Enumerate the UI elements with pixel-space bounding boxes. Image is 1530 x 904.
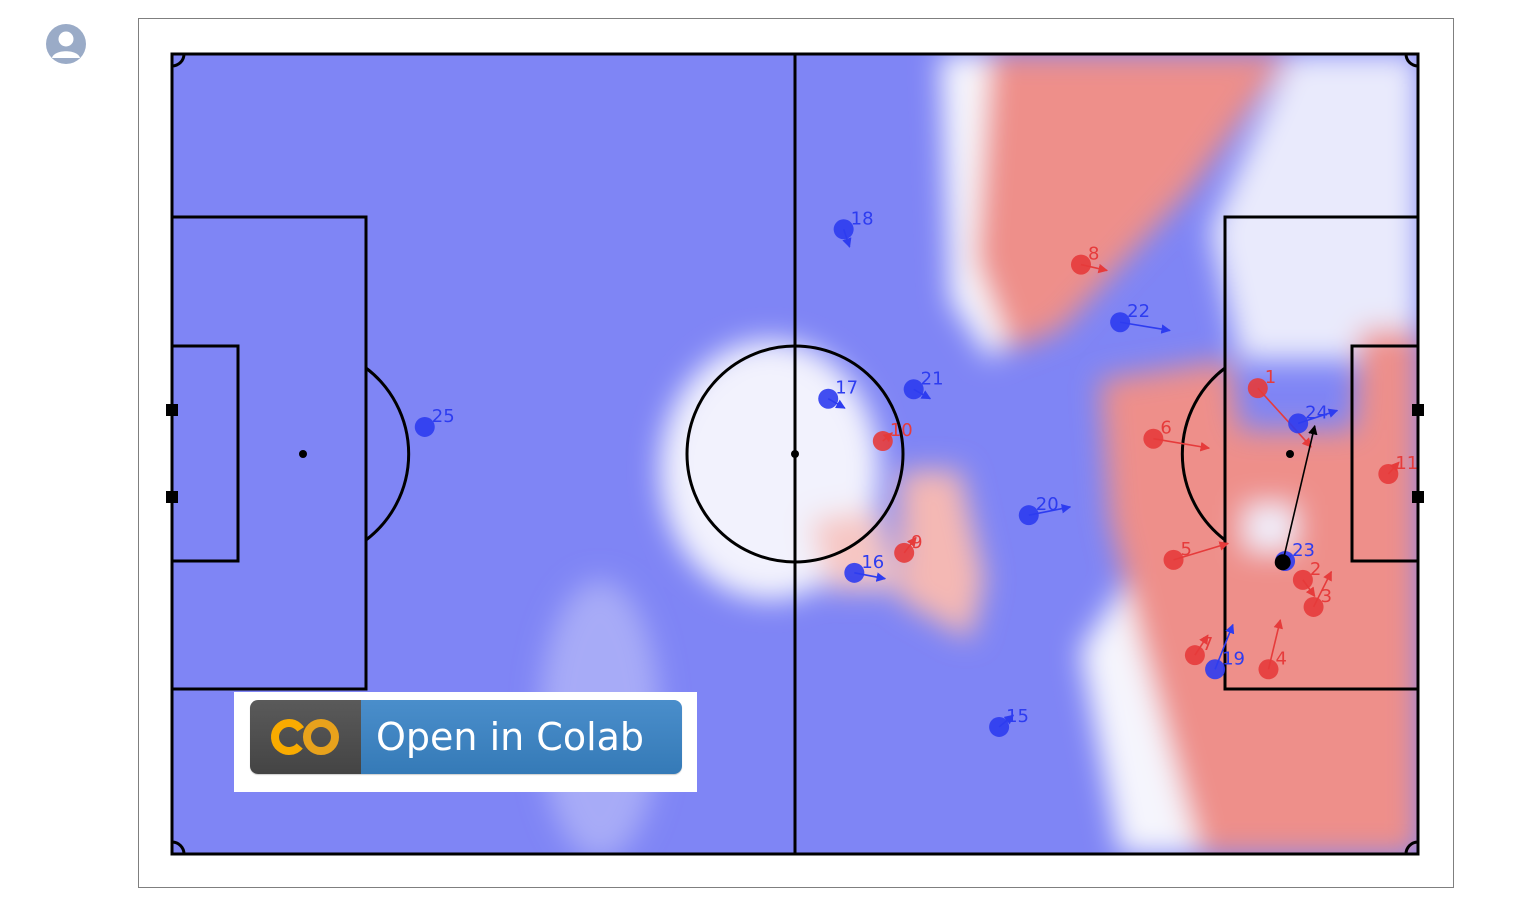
- home-player-4: [1258, 659, 1279, 680]
- away-player-label-15: 15: [1006, 706, 1029, 727]
- away-player-label-18: 18: [851, 208, 874, 229]
- away-player-label-25: 25: [432, 406, 455, 427]
- home-player-label-8: 8: [1088, 244, 1099, 265]
- home-player-label-4: 4: [1275, 648, 1286, 669]
- away-player-label-21: 21: [921, 368, 944, 389]
- home-player-label-2: 2: [1310, 559, 1321, 580]
- home-player-1: [1247, 378, 1268, 399]
- home-velocity-arrow-1: [1257, 387, 1312, 448]
- away-player-label-24: 24: [1305, 402, 1328, 423]
- away-player-19: [1205, 659, 1226, 680]
- home-player-label-6: 6: [1160, 418, 1171, 439]
- home-player-5: [1163, 549, 1184, 570]
- away-player-label-23: 23: [1292, 540, 1315, 561]
- home-player-label-7: 7: [1202, 634, 1213, 655]
- home-player-label-9: 9: [911, 532, 922, 553]
- home-player-label-1: 1: [1265, 367, 1276, 388]
- away-player-18: [833, 219, 854, 240]
- home-player-3: [1303, 596, 1324, 617]
- open-in-colab-button[interactable]: Open in Colab: [250, 700, 682, 774]
- home-player-6: [1143, 428, 1164, 449]
- away-player-label-20: 20: [1036, 494, 1059, 515]
- colab-badge-container: Open in Colab: [234, 692, 697, 792]
- home-player-8: [1070, 254, 1091, 275]
- away-player-label-22: 22: [1127, 301, 1150, 322]
- user-avatar-icon: [46, 24, 86, 64]
- home-player-label-11: 11: [1395, 453, 1418, 474]
- colab-logo-icon: [250, 700, 361, 774]
- ball-marker: [1274, 554, 1291, 571]
- away-player-24: [1288, 413, 1309, 434]
- away-player-15: [989, 716, 1010, 737]
- away-player-label-16: 16: [861, 552, 884, 573]
- ball-velocity-arrow: [1281, 424, 1318, 563]
- home-player-7: [1184, 645, 1205, 666]
- away-player-17: [818, 388, 839, 409]
- away-player-label-19: 19: [1222, 648, 1245, 669]
- away-player-21: [903, 379, 924, 400]
- home-player-label-10: 10: [890, 420, 913, 441]
- open-in-colab-label: Open in Colab: [361, 700, 682, 774]
- away-player-25: [414, 416, 435, 437]
- away-player-16: [844, 562, 865, 583]
- pitch-spots: [166, 404, 1424, 503]
- home-player-2: [1292, 569, 1313, 590]
- home-player-label-3: 3: [1321, 586, 1332, 607]
- away-player-22: [1110, 312, 1131, 333]
- away-player-20: [1018, 505, 1039, 526]
- home-player-10: [872, 431, 893, 452]
- home-player-9: [894, 542, 915, 563]
- home-player-11: [1378, 464, 1399, 484]
- away-player-label-17: 17: [835, 378, 858, 399]
- home-player-label-5: 5: [1181, 539, 1192, 560]
